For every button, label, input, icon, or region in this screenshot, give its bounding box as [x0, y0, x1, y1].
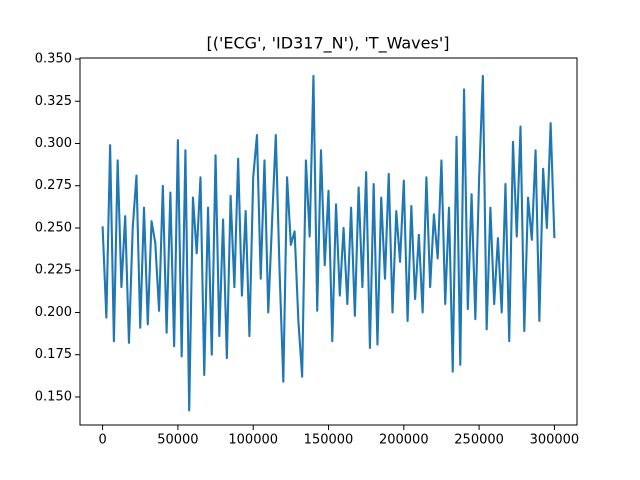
y-tick-label: 0.325: [35, 94, 72, 109]
y-tick-label: 0.350: [35, 52, 72, 67]
y-tick-label: 0.150: [35, 389, 72, 404]
x-tick-label: 100000: [228, 433, 278, 448]
y-tick-label: 0.225: [35, 263, 72, 278]
x-tick-label: 0: [98, 433, 106, 448]
x-tick-label: 50000: [157, 433, 198, 448]
chart-title: [('ECG', 'ID317_N'), 'T_Waves']: [207, 34, 450, 54]
x-tick-label: 150000: [304, 433, 354, 448]
x-tick-label: 250000: [454, 433, 504, 448]
y-tick-label: 0.175: [35, 347, 72, 362]
y-tick-label: 0.250: [35, 220, 72, 235]
x-tick-label: 300000: [530, 433, 580, 448]
data-line: [101, 74, 556, 412]
y-tick-label: 0.300: [35, 136, 72, 151]
y-tick-label: 0.200: [35, 305, 72, 320]
x-tick-label: 200000: [379, 433, 429, 448]
y-tick-label: 0.275: [35, 178, 72, 193]
